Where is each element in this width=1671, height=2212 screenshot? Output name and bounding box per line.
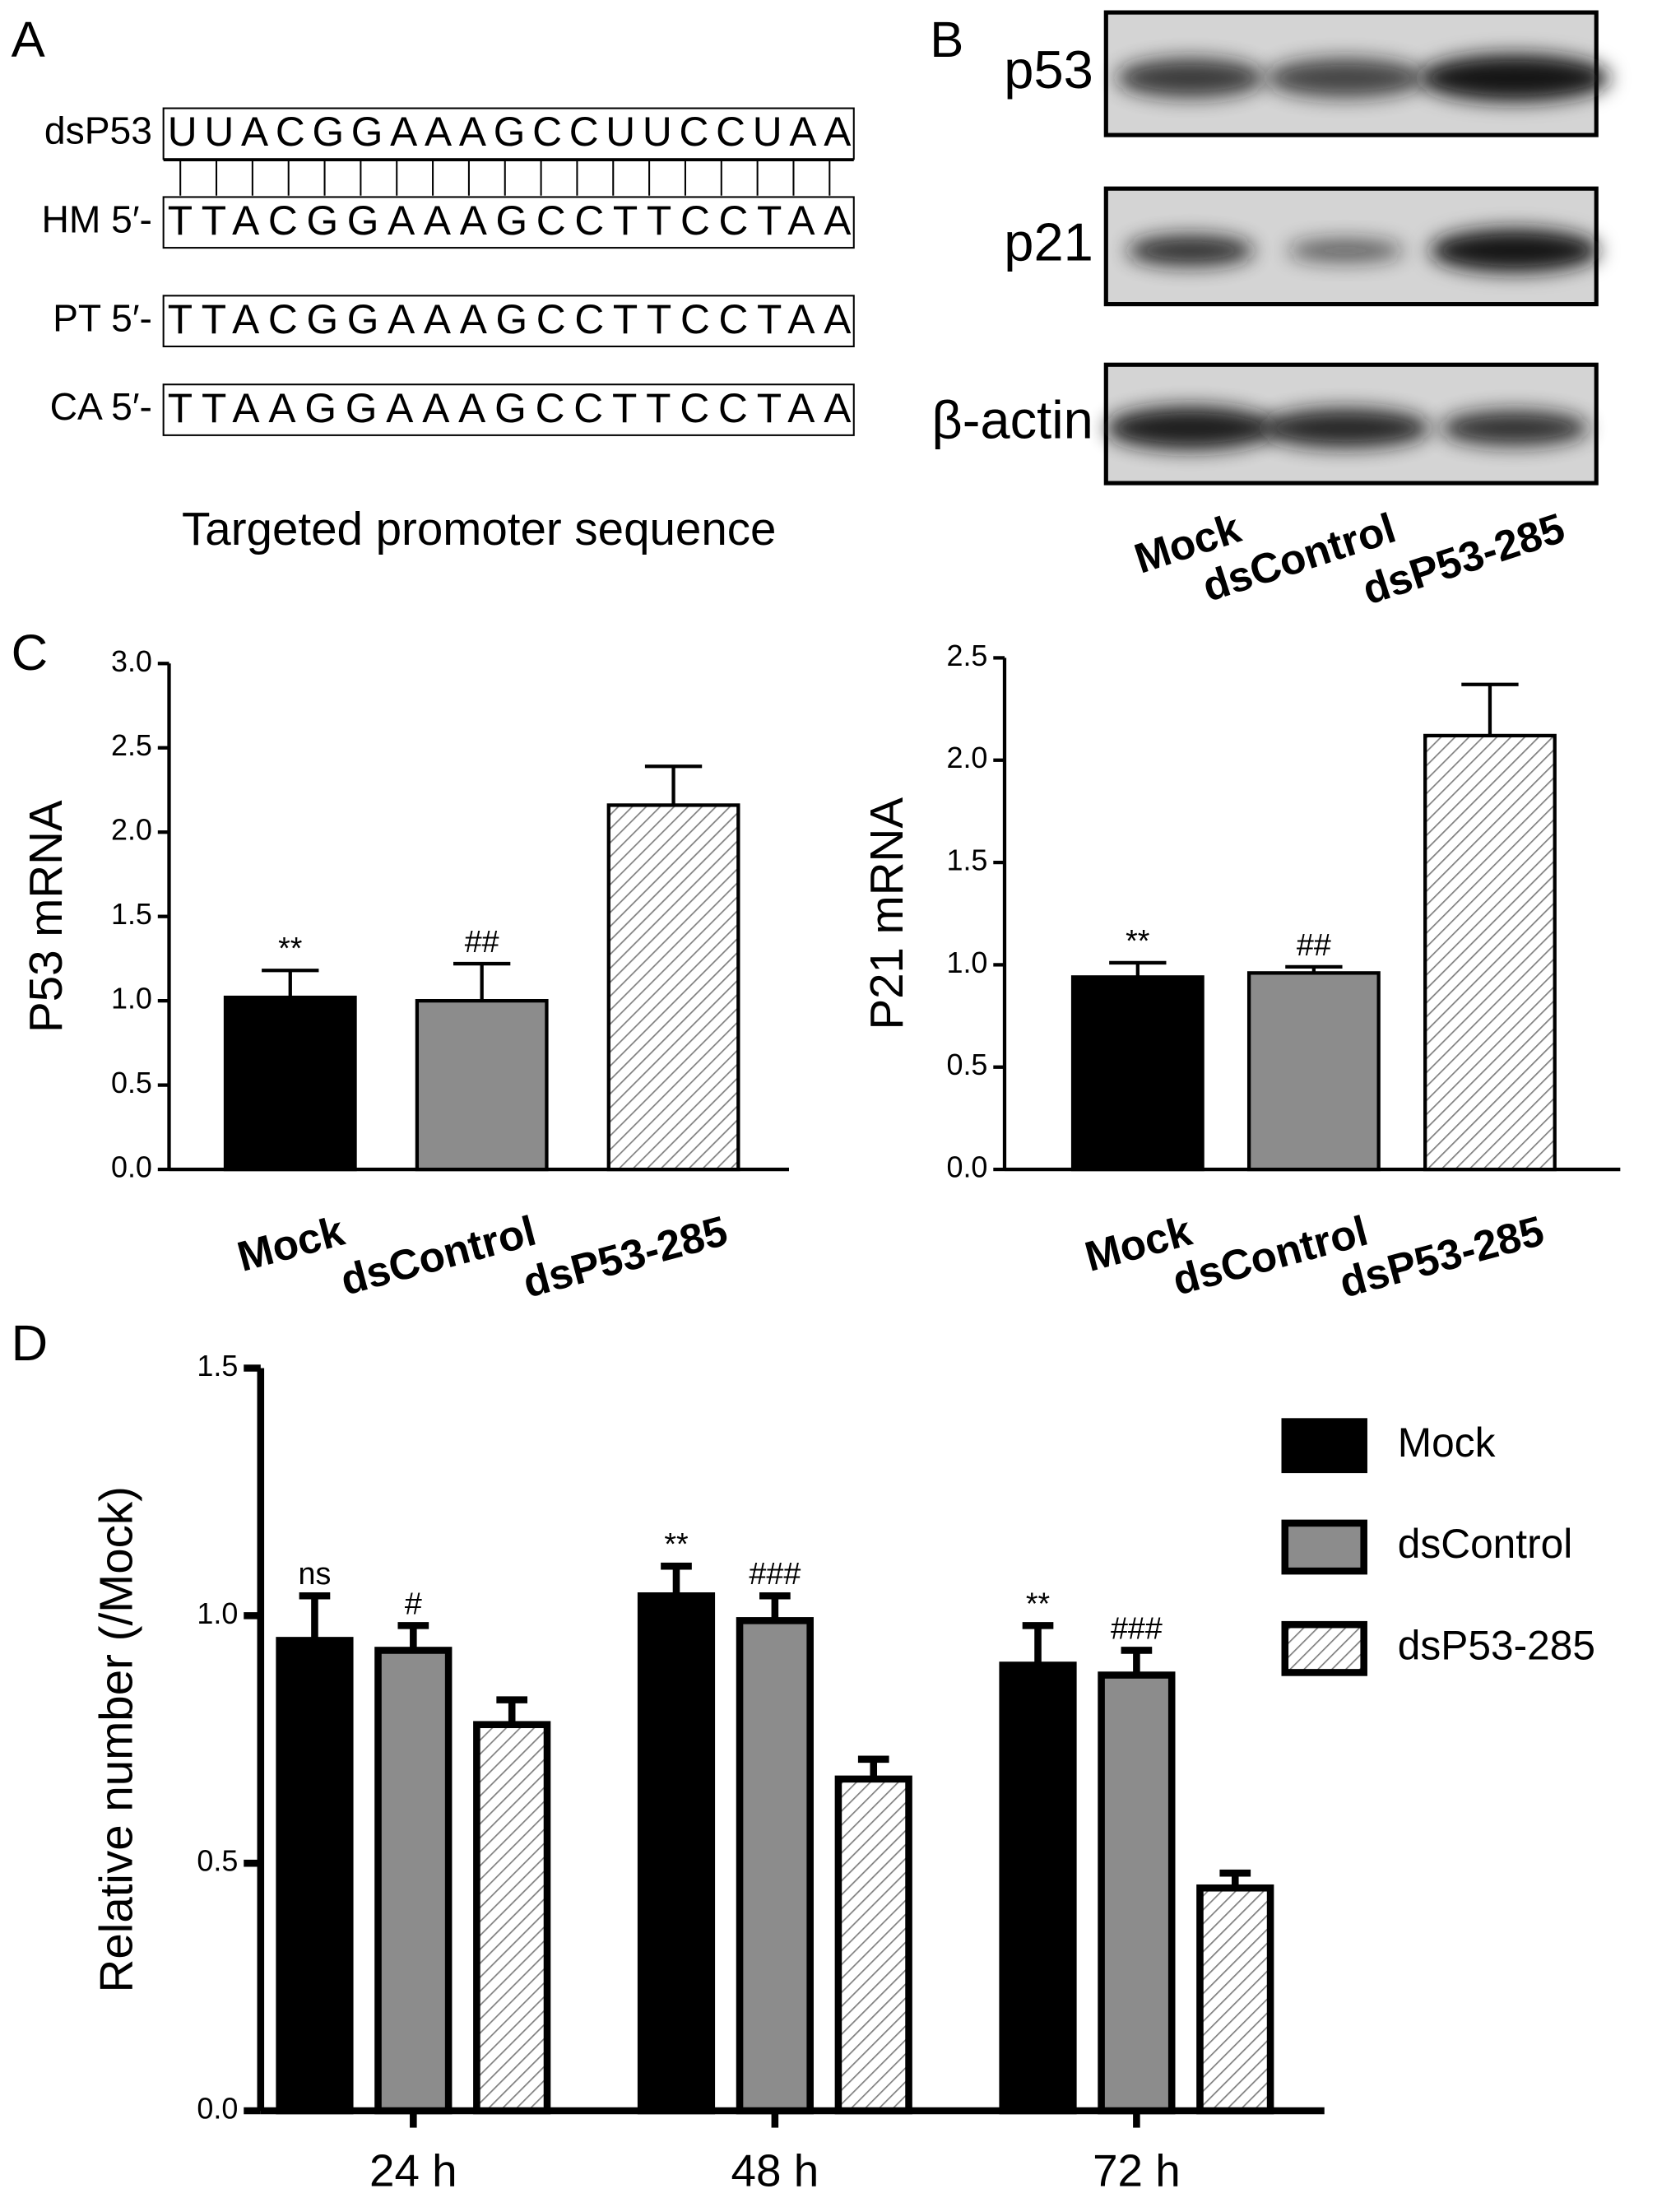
bar [1196, 1884, 1274, 2115]
bar [637, 1592, 716, 2115]
y-tick-label: 2.5 [946, 639, 987, 672]
row-label: dsP53 [44, 109, 152, 152]
row-label: PT 5′- [53, 296, 152, 339]
significance: ** [664, 1527, 689, 1561]
bar [736, 1617, 814, 2115]
bar [374, 1647, 453, 2115]
bar [1423, 733, 1557, 1172]
y-axis-label: P53 mRNA [20, 800, 72, 1033]
band [1266, 58, 1425, 98]
band [1116, 58, 1265, 98]
chart: 0.0 0.5 1.0 1.5 Relative number (/Mock) 24 h 4… [90, 1349, 1594, 2196]
chart: 0.0 0.5 1.0 1.5 2.0 2.5 3.0 P53 mRNA MockdsContr… [20, 644, 789, 1307]
significance: ** [1126, 923, 1150, 958]
y-tick-label: 0.5 [111, 1066, 152, 1099]
bar [999, 1661, 1077, 2115]
sequence: UUACGGAAAGCCUUCCUAA [168, 109, 852, 155]
significance: ### [749, 1556, 801, 1591]
y-tick-label: 2.0 [946, 741, 987, 774]
row-label: HM 5′- [41, 198, 151, 240]
panel-label: A [12, 12, 45, 68]
y-tick-label: 1.0 [946, 946, 987, 979]
x-tick-label: dsP53-285 [518, 1206, 732, 1307]
significance: ## [465, 924, 499, 959]
panel-label: C [12, 625, 49, 681]
band [1260, 408, 1431, 448]
band-label: p21 [1004, 212, 1093, 272]
band-label: β-actin [931, 389, 1093, 449]
significance: ## [1297, 927, 1331, 962]
significance: # [405, 1586, 422, 1620]
bar [834, 1775, 912, 2115]
y-tick-label: 1.0 [197, 1596, 238, 1630]
significance: ### [1111, 1610, 1163, 1645]
bar [276, 1637, 354, 2115]
legend-swatch [1281, 1620, 1367, 1676]
x-tick-label: 48 h [731, 2145, 819, 2196]
band-label: p53 [1004, 40, 1093, 100]
sequence: TTACGGAAAGCCTTCCTAA [168, 198, 852, 244]
x-tick-label: dsControl [336, 1206, 541, 1304]
y-tick-label: 2.0 [111, 813, 152, 847]
x-tick-label: 72 h [1093, 2145, 1181, 2196]
legend-swatch [1281, 1418, 1367, 1474]
significance: ** [1026, 1586, 1051, 1620]
sequence-box [162, 383, 855, 436]
y-tick-label: 1.5 [111, 897, 152, 931]
y-tick-label: 2.5 [111, 728, 152, 762]
x-tick-label: dsP53-285 [1334, 1206, 1548, 1307]
band [1106, 406, 1275, 450]
panel-label: B [930, 12, 963, 68]
y-tick-label: 3.0 [111, 644, 152, 678]
legend-label: Mock [1398, 1420, 1496, 1466]
y-tick-label: 0.0 [946, 1150, 987, 1184]
legend-label: dsP53-285 [1398, 1622, 1595, 1668]
caption: Targeted promoter sequence [182, 503, 776, 555]
band [1419, 53, 1610, 102]
bar [1246, 971, 1381, 1172]
sequence: TTACGGAAAGCCTTCCTAA [168, 296, 852, 342]
significance: ** [278, 931, 303, 965]
band [1287, 239, 1404, 263]
y-tick-label: 1.5 [946, 843, 987, 877]
y-tick-label: 0.5 [946, 1048, 987, 1081]
bar [473, 1721, 551, 2115]
bar [1070, 975, 1205, 1172]
significance: ns [299, 1556, 332, 1591]
bar [223, 995, 357, 1172]
sequence: TTAAGGAAAGCCTTCCTAA [168, 385, 852, 431]
band [1126, 235, 1255, 267]
sequence-box [162, 196, 855, 249]
y-axis-label: P21 mRNA [861, 797, 912, 1030]
y-tick-label: 0.0 [111, 1150, 152, 1184]
y-tick-label: 1.0 [111, 982, 152, 1015]
y-tick-label: 0.5 [197, 1844, 238, 1878]
band [1441, 410, 1589, 446]
y-tick-label: 0.0 [197, 2091, 238, 2125]
bar [1098, 1671, 1176, 2115]
row-label: CA 5′- [50, 385, 152, 428]
bar [606, 803, 740, 1172]
band [1430, 229, 1599, 272]
panel-label: D [12, 1315, 49, 1372]
bar [415, 998, 549, 1172]
legend-label: dsControl [1398, 1521, 1573, 1567]
sequence-box [162, 107, 855, 160]
sequence-panel: Targeted promoter sequence dsP53 UUACGGAA… [41, 107, 855, 555]
y-axis-label: Relative number (/Mock) [90, 1486, 142, 1992]
x-tick-label: Mock [232, 1206, 349, 1280]
x-tick-label: 24 h [369, 2145, 457, 2196]
sequence-box [162, 295, 855, 348]
y-tick-label: 1.5 [197, 1349, 238, 1382]
legend-swatch [1281, 1519, 1367, 1575]
